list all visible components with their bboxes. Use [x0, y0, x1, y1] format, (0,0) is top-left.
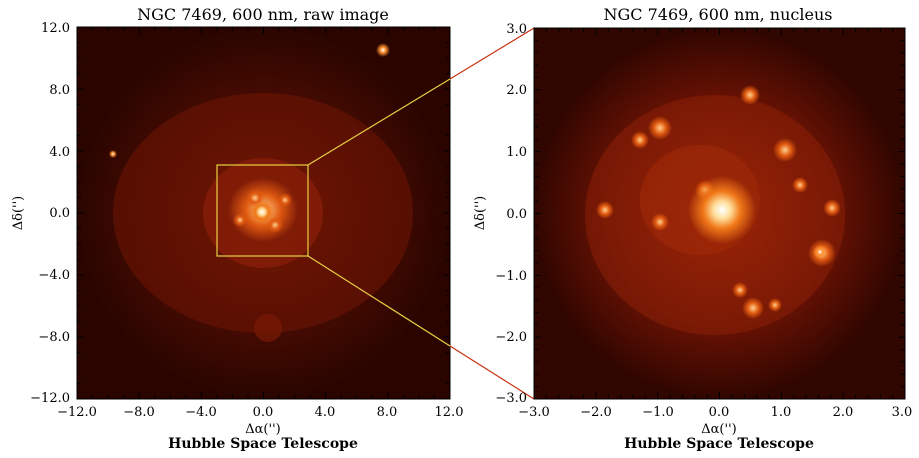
y-tick-label: −12.0: [30, 391, 70, 406]
y-tick-label: −2.0: [495, 330, 527, 345]
left-x-axis-label: Δα(''): [245, 422, 280, 437]
connector-line-bottom-inner: [307, 255, 451, 347]
y-tick-label: 0.0: [49, 206, 70, 221]
y-tick-label: −8.0: [38, 330, 70, 345]
left-credit: Hubble Space Telescope: [168, 436, 358, 452]
connector-line-top-outer: [449, 27, 535, 80]
bright-star: [376, 43, 390, 57]
x-tick-label: 1.0: [771, 405, 792, 420]
x-tick-label: 2.0: [833, 405, 854, 420]
x-tick-label: −12.0: [57, 405, 97, 420]
left-x-tick-labels: −12.0 −8.0 −4.0 0.0 4.0 8.0 12.0: [57, 405, 463, 420]
x-tick-label: 4.0: [315, 405, 336, 420]
left-y-tick-labels: 12.0 8.0 4.0 0.0 −4.0 −8.0 −12.0: [30, 21, 70, 406]
right-panel-title: NGC 7469, 600 nm, nucleus: [604, 5, 833, 24]
y-tick-label: 0.0: [506, 207, 527, 222]
x-tick-label: 8.0: [377, 405, 398, 420]
left-panel-title: NGC 7469, 600 nm, raw image: [137, 5, 389, 24]
right-y-axis-label: Δδ(''): [473, 196, 488, 231]
y-tick-label: 12.0: [41, 21, 70, 36]
right-x-tick-labels: −3.0 −2.0 −1.0 0.0 1.0 2.0 3.0: [518, 405, 912, 420]
x-tick-label: −8.0: [123, 405, 155, 420]
right-tick-marks: [533, 27, 906, 400]
x-tick-label: −3.0: [518, 405, 550, 420]
x-tick-label: 0.0: [253, 405, 274, 420]
y-tick-label: −1.0: [495, 269, 527, 284]
zoom-region-box: [216, 164, 309, 257]
connector-line-top-inner: [307, 78, 451, 166]
y-tick-label: 2.0: [506, 83, 527, 98]
right-y-tick-labels: 3.0 2.0 1.0 0.0 −1.0 −2.0 −3.0: [495, 22, 527, 406]
x-tick-label: 3.0: [892, 405, 913, 420]
connector-line-bottom-outer: [449, 345, 535, 400]
x-tick-label: −4.0: [185, 405, 217, 420]
x-tick-label: 0.0: [709, 405, 730, 420]
y-tick-label: −3.0: [495, 391, 527, 406]
y-tick-label: −4.0: [38, 268, 70, 283]
y-tick-label: 1.0: [506, 145, 527, 160]
x-tick-label: 12.0: [435, 405, 464, 420]
left-tick-marks: [76, 26, 451, 400]
right-credit: Hubble Space Telescope: [624, 436, 814, 452]
x-tick-label: −2.0: [580, 405, 612, 420]
left-y-axis-label: Δδ(''): [11, 196, 26, 231]
y-tick-label: 8.0: [49, 83, 70, 98]
y-tick-label: 3.0: [506, 22, 527, 37]
x-tick-label: −1.0: [642, 405, 674, 420]
left-galaxy-image: [77, 27, 450, 399]
right-x-axis-label: Δα(''): [701, 422, 736, 437]
y-tick-label: 4.0: [49, 145, 70, 160]
right-nucleus-image: [534, 28, 905, 399]
